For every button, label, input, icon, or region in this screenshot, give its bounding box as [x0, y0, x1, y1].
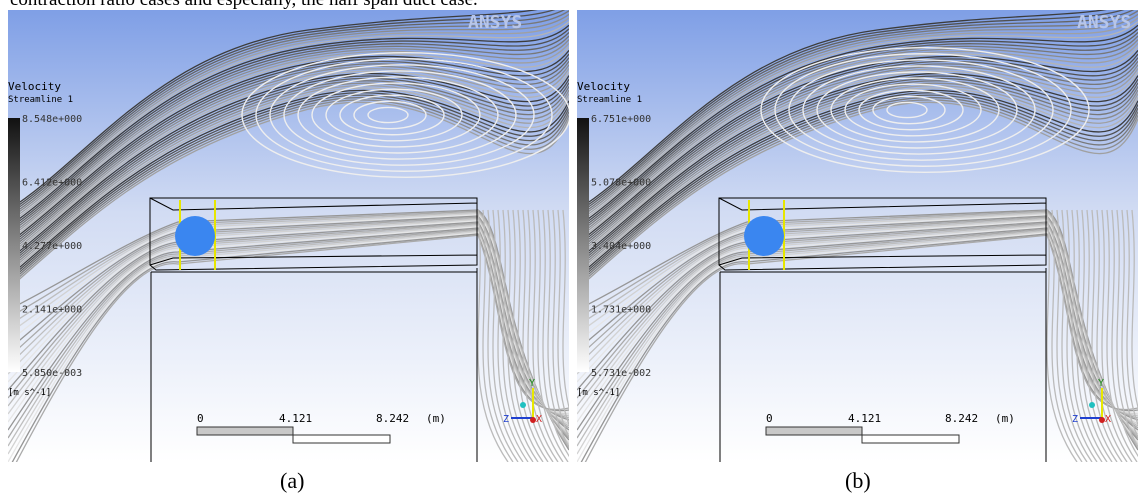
axis-label: X [1105, 414, 1111, 425]
legend-subtitle: Streamline 1 [577, 95, 642, 105]
scale-label: 0 [197, 412, 204, 425]
scale-label: 8.242 [945, 412, 978, 425]
scale-label: 0 [766, 412, 773, 425]
rotor-disc [175, 216, 215, 256]
scale-bar [197, 427, 293, 435]
axis-label: Z [503, 414, 509, 425]
legend-value: 1.731e+000 [591, 305, 651, 316]
cfd-screenshot: Velocity Streamline 1 8.548e+000 6.412e+000… [8, 10, 569, 462]
legend-value: 2.141e+000 [22, 305, 82, 316]
rotor-disc [744, 216, 784, 256]
legend-value: 8.548e+000 [22, 114, 82, 125]
legend-value: 4.277e+000 [22, 241, 82, 252]
logo: ANSYS [1077, 12, 1131, 33]
cfd-screenshot: Velocity Streamline 1 6.751e+000 5.078e+000… [577, 10, 1138, 462]
scale-label: 8.242 [376, 412, 409, 425]
scale-unit: (m) [426, 412, 446, 425]
legend-subtitle: Streamline 1 [8, 95, 73, 105]
caption: (b) [845, 468, 871, 494]
legend-value: 5.731e-002 [591, 368, 651, 379]
legend-value: 5.078e+000 [591, 178, 651, 189]
scale-bar [862, 435, 959, 443]
scale-label: 4.121 [279, 412, 312, 425]
axis-marker [1089, 402, 1095, 408]
legend-value: 6.751e+000 [591, 114, 651, 125]
legend-bar [577, 118, 589, 372]
legend-title: Velocity [8, 80, 61, 93]
legend-unit: [m s^-1] [577, 388, 620, 398]
legend-value: 6.412e+000 [22, 178, 82, 189]
axis-label: Y [1098, 378, 1104, 389]
axis-label: Y [529, 378, 535, 389]
legend-value: 3.404e+000 [591, 241, 651, 252]
caption: (a) [280, 468, 304, 494]
scale-bar [293, 435, 390, 443]
legend-unit: [m s^-1] [8, 388, 51, 398]
legend-title: Velocity [577, 80, 630, 93]
legend-bar [8, 118, 20, 372]
axis-marker [520, 402, 526, 408]
scale-label: 4.121 [848, 412, 881, 425]
scale-unit: (m) [995, 412, 1015, 425]
scale-bar [766, 427, 862, 435]
axis-label: Z [1072, 414, 1078, 425]
axis-label: X [536, 414, 542, 425]
page: {"header": {"text": "contraction ratio c… [0, 0, 1141, 497]
logo: ANSYS [468, 12, 522, 33]
legend-value: 5.850e-003 [22, 368, 82, 379]
